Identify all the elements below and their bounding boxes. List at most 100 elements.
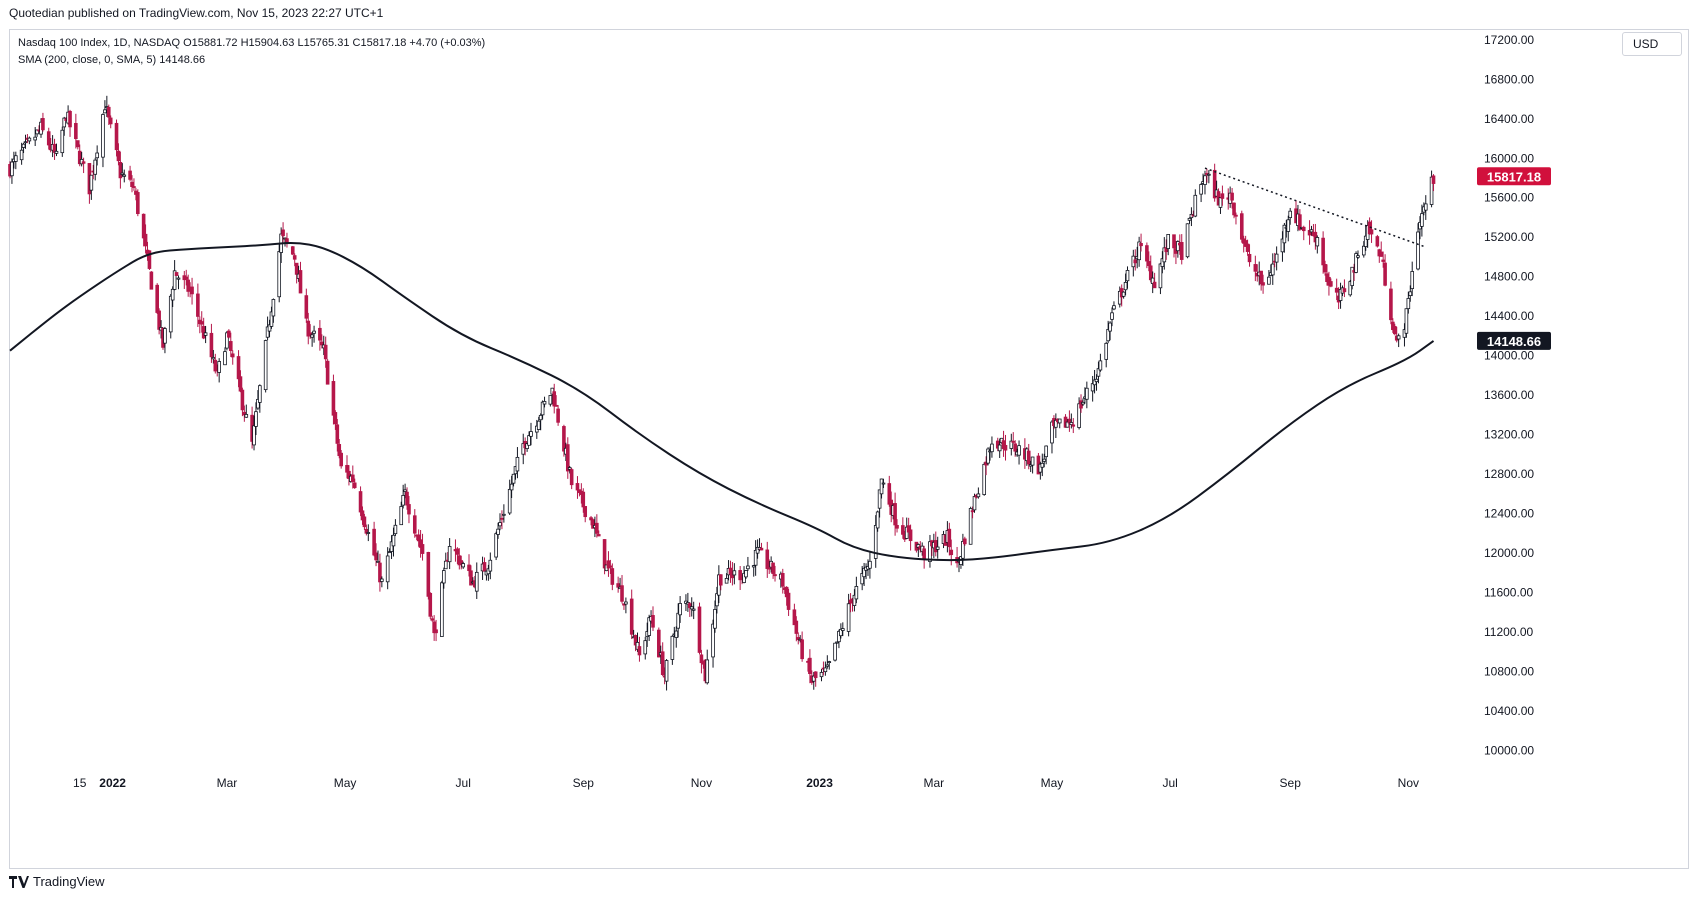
candle [1230, 188, 1234, 209]
candle-body [1323, 264, 1327, 273]
candle-body [143, 233, 148, 247]
candle [352, 478, 357, 489]
candle [552, 383, 557, 414]
candle [1123, 273, 1128, 296]
candle-body [887, 483, 892, 505]
candle-body [75, 140, 80, 148]
candle [416, 529, 421, 547]
candle [970, 506, 975, 519]
candle [697, 602, 702, 655]
candle [474, 562, 479, 599]
candle-body [674, 630, 679, 638]
candle-body [500, 517, 504, 520]
candle [1234, 212, 1238, 225]
candle-body [1321, 237, 1325, 266]
candle-body [990, 443, 994, 453]
candle-body [199, 321, 204, 325]
candle [1389, 281, 1393, 325]
candle [1286, 215, 1291, 242]
candle [1050, 420, 1054, 454]
candle [595, 514, 599, 538]
candle [1270, 253, 1275, 285]
candle [765, 541, 770, 578]
candle-body [1392, 325, 1397, 335]
y-tick-label: 15600.00 [1484, 191, 1534, 205]
candle-body [1150, 277, 1155, 284]
candle [1363, 226, 1368, 251]
candle-body [236, 356, 241, 380]
candle-body [525, 443, 529, 449]
candle-body [95, 152, 99, 159]
candle [108, 115, 113, 129]
candle-body [461, 563, 466, 568]
candle-body [689, 606, 694, 610]
candle [1104, 341, 1109, 368]
candle-body [1125, 270, 1130, 282]
candle-body [610, 568, 615, 585]
candle-body [1081, 401, 1085, 405]
candle [1423, 195, 1428, 220]
candle-body [1375, 236, 1380, 247]
candle-body [800, 639, 804, 660]
candle [347, 465, 351, 486]
candle [198, 316, 202, 334]
candle-body [562, 426, 566, 452]
candle-body [372, 528, 376, 556]
candle-body [538, 414, 543, 421]
candle [1369, 220, 1374, 243]
y-tick-label: 12800.00 [1484, 467, 1534, 481]
candle-body [310, 334, 314, 338]
candle [968, 506, 973, 545]
candle-body [407, 504, 411, 515]
candle [74, 113, 78, 149]
candle-body [217, 361, 221, 373]
x-tick-label: 15 [73, 776, 87, 790]
candle-body [254, 411, 258, 427]
candle-body [1230, 192, 1234, 201]
candle [908, 524, 913, 551]
candle [835, 641, 839, 644]
candle-body [1042, 458, 1047, 462]
candle [515, 447, 520, 479]
candle [767, 559, 772, 574]
candle-body [1030, 456, 1035, 466]
candle-body [168, 295, 173, 333]
candle-body [412, 515, 417, 534]
candle [168, 293, 173, 339]
candle [366, 524, 371, 542]
candle-body [1026, 450, 1031, 465]
candle [1065, 418, 1070, 428]
candle [906, 517, 911, 533]
candle [529, 422, 533, 446]
candle-body [1379, 251, 1384, 257]
candle [1416, 223, 1420, 271]
candle-body [240, 389, 245, 411]
candle [862, 562, 866, 586]
candle-body [46, 131, 51, 146]
candle-body [482, 562, 487, 572]
candle-body [331, 381, 336, 416]
candle [323, 336, 328, 368]
candle [1282, 222, 1287, 253]
candle-body [643, 640, 648, 655]
candle [1375, 234, 1380, 248]
candle-body [718, 574, 723, 586]
candle [77, 144, 82, 167]
candle [184, 269, 189, 286]
candle-body [228, 341, 233, 351]
candle-body [647, 617, 651, 636]
currency-button[interactable]: USD [1622, 32, 1682, 56]
candle [265, 316, 270, 341]
x-tick-label: May [334, 776, 357, 790]
y-tick-label: 10000.00 [1484, 743, 1534, 757]
candle-body [567, 467, 572, 470]
candle-body [715, 593, 719, 607]
candle-body [333, 412, 338, 425]
candle-body [393, 524, 398, 535]
candle-body [602, 539, 607, 569]
candle-body [606, 560, 611, 569]
candle [1069, 413, 1074, 429]
candle [972, 493, 977, 513]
candle-body [116, 150, 121, 162]
